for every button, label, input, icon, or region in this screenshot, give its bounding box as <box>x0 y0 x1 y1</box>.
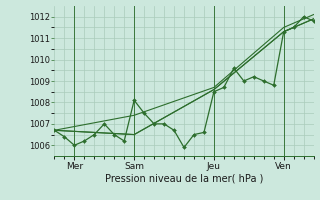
X-axis label: Pression niveau de la mer( hPa ): Pression niveau de la mer( hPa ) <box>105 173 263 183</box>
